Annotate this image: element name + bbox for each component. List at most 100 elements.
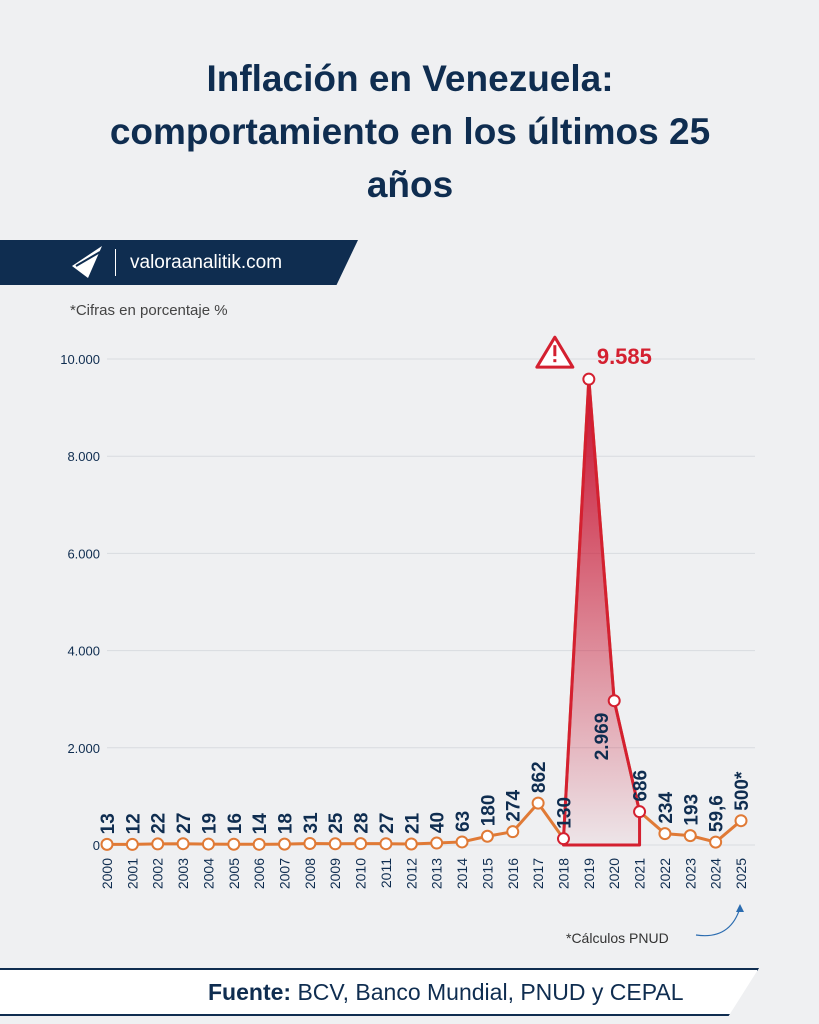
value-label: 40 (428, 812, 449, 833)
point (100, 837, 114, 851)
brand: valoraanalitik.com (130, 252, 283, 273)
subtitle: *Cifras en porcentaje % (70, 302, 228, 319)
x-tick-label: 2019 (581, 858, 597, 889)
point (125, 837, 139, 851)
x-tick-label: 2011 (378, 858, 394, 888)
point (151, 837, 165, 851)
x-tick-label: 2018 (555, 858, 571, 889)
x-tick-label: 2020 (606, 858, 622, 889)
value-label: 14 (250, 813, 271, 835)
point (582, 372, 596, 386)
point (328, 837, 342, 851)
value-label: 686 (631, 770, 652, 802)
point (404, 837, 418, 851)
x-tick-label: 2025 (733, 858, 749, 889)
x-tick-label: 2012 (403, 858, 419, 889)
divider (115, 249, 116, 276)
value-label: 27 (174, 813, 195, 834)
point (607, 694, 621, 708)
x-tick-label: 2000 (99, 858, 115, 889)
warning-mark (553, 345, 557, 357)
point (278, 837, 292, 851)
value-label: 28 (352, 812, 373, 833)
y-tick-label: 8.000 (67, 449, 100, 464)
chart-title: Inflación en Venezuela: comportamiento e… (109, 58, 711, 205)
value-label: 31 (301, 812, 322, 834)
y-tick-label: 2.000 (67, 741, 100, 756)
x-tick-label: 2017 (530, 858, 546, 889)
value-label: 27 (377, 813, 398, 834)
value-label: 25 (326, 812, 347, 834)
y-tick-label: 4.000 (67, 644, 100, 659)
source: Fuente: BCV, Banco Mundial, PNUD y CEPAL (208, 979, 684, 1006)
warning-dot (553, 359, 557, 363)
point (430, 836, 444, 850)
point (379, 837, 393, 851)
x-tick-label: 2015 (479, 858, 495, 889)
y-tick-label: 0 (93, 838, 100, 853)
highlight-area (561, 377, 642, 847)
x-tick-label: 2001 (124, 858, 140, 889)
x-tick-label: 2008 (302, 858, 318, 889)
point (709, 835, 723, 849)
point (354, 837, 368, 851)
x-tick-label: 2022 (657, 858, 673, 889)
point (303, 836, 317, 850)
x-tick-label: 2014 (454, 858, 470, 889)
point (252, 837, 266, 851)
point (201, 837, 215, 851)
note: *Cálculos PNUD (566, 930, 669, 946)
value-label: 19 (199, 813, 220, 834)
y-tick-label: 10.000 (60, 352, 100, 367)
note-arrow (695, 907, 741, 937)
value-label: 234 (656, 791, 677, 823)
x-tick-label: 2016 (505, 858, 521, 889)
value-label: 9.585 (597, 344, 652, 369)
value-label: 16 (225, 813, 246, 834)
point (531, 796, 545, 810)
value-label: 18 (276, 813, 297, 834)
value-label: 2.969 (592, 713, 613, 761)
x-tick-label: 2021 (632, 858, 648, 889)
value-label: 63 (453, 811, 474, 832)
point (633, 805, 647, 819)
point (658, 827, 672, 841)
value-label: 59,6 (707, 795, 728, 832)
point (480, 829, 494, 843)
logo (72, 246, 102, 278)
x-tick-label: 2010 (353, 858, 369, 889)
point (176, 837, 190, 851)
value-label: 21 (402, 812, 423, 834)
x-tick-label: 2002 (150, 858, 166, 889)
point (556, 832, 570, 846)
x-tick-label: 2007 (277, 858, 293, 889)
x-tick-label: 2024 (708, 858, 724, 889)
x-tick-label: 2004 (200, 858, 216, 889)
value-label: 274 (504, 790, 525, 822)
value-label: 12 (123, 813, 144, 834)
y-tick-label: 6.000 (67, 546, 100, 561)
point (506, 825, 520, 839)
x-tick-label: 2009 (327, 858, 343, 889)
point (734, 814, 748, 828)
brand-banner: valoraanalitik.com (0, 240, 358, 285)
value-label: 13 (98, 813, 119, 834)
point (455, 835, 469, 849)
x-tick-label: 2013 (429, 858, 445, 889)
point (683, 829, 697, 843)
value-label: 193 (681, 794, 702, 826)
point (227, 837, 241, 851)
source-text: BCV, Banco Mundial, PNUD y CEPAL (297, 979, 684, 1005)
x-tick-label: 2003 (175, 858, 191, 889)
note-arrowhead (736, 904, 744, 912)
value-label: 180 (478, 795, 499, 827)
value-label: 130 (554, 797, 575, 829)
value-label: 22 (149, 813, 170, 834)
value-label: 500* (732, 771, 753, 811)
x-tick-label: 2023 (682, 858, 698, 889)
source-label: Fuente: (208, 979, 292, 1005)
value-label: 862 (529, 761, 550, 793)
x-tick-label: 2006 (251, 858, 267, 889)
